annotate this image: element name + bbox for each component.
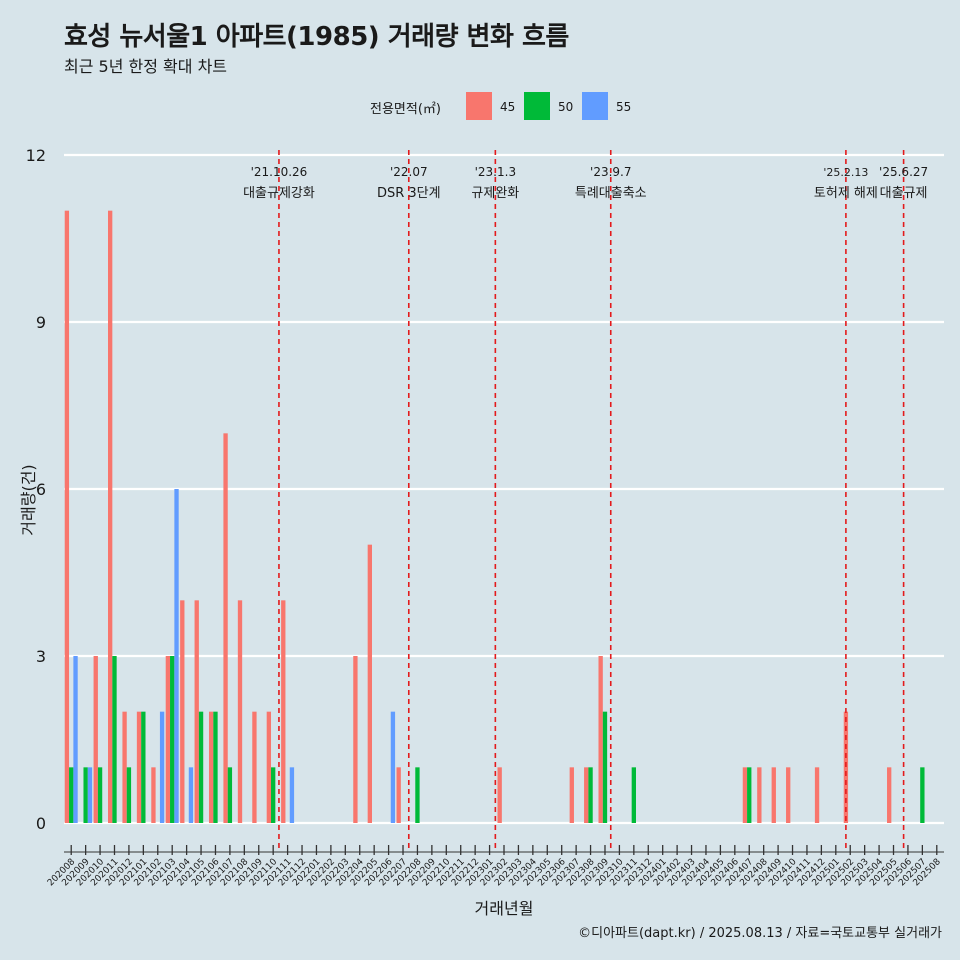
bar-50-202103	[170, 656, 175, 823]
bar-55-202104	[188, 767, 194, 823]
y-tick-label: 12	[26, 146, 46, 165]
event-name-label: 대출규제강화	[243, 186, 315, 201]
source-caption: ©디아파트(dapt.kr) / 2025.08.13 / 자료=국토교통부 실…	[578, 926, 942, 941]
bar-45-202412	[814, 767, 820, 823]
event-name-label: 대출규제	[880, 186, 928, 201]
bar-45-202409	[771, 767, 776, 823]
bar-45-202108	[237, 600, 243, 823]
bar-45-202204	[353, 656, 358, 823]
event-date-label: '23.1.3	[475, 165, 516, 179]
chart-title: 효성 뉴서울1 아파트(1985) 거래량 변화 흐름	[64, 22, 569, 52]
bar-45-202102	[151, 767, 156, 823]
y-axis-title: 거래량(건)	[19, 464, 38, 535]
bar-50-202308	[588, 767, 593, 823]
y-tick-label: 3	[36, 647, 46, 666]
bar-45-202105	[194, 600, 199, 823]
bar-50-202407	[747, 767, 752, 823]
bar-55-202103	[174, 489, 179, 823]
bar-45-202410	[786, 767, 791, 823]
event-date-label: '25.2.13	[823, 166, 868, 179]
bar-45-202407	[742, 767, 748, 823]
bar-55-202111	[289, 767, 295, 823]
bar-45-202011	[108, 210, 113, 823]
bar-45-202302	[497, 767, 502, 823]
chart-subtitle: 최근 5년 한정 확대 차트	[64, 57, 228, 76]
bar-55-202102	[159, 711, 165, 823]
legend-label-45: 45	[500, 100, 516, 114]
bar-45-202505	[887, 767, 892, 823]
bar-45-202107	[223, 433, 228, 823]
bar-50-202011	[112, 656, 117, 823]
bar-45-202205	[367, 544, 372, 823]
bar-50-202208	[415, 767, 420, 823]
legend-label-55: 55	[616, 100, 632, 114]
bar-55-202206	[390, 711, 396, 823]
event-date-label: '22.07	[390, 165, 428, 179]
bar-55-202008	[73, 656, 78, 823]
event-name-label: 토허제 해제	[814, 186, 878, 201]
bar-45-202012	[122, 711, 127, 823]
bar-50-202009	[83, 767, 88, 823]
bar-45-202408	[757, 767, 762, 823]
event-name-label: DSR 3단계	[377, 186, 441, 201]
event-name-label: 규제완화	[471, 186, 519, 201]
event-date-label: '21.10.26	[251, 165, 308, 179]
y-tick-label: 0	[36, 814, 46, 833]
event-date-label: '23.9.7	[590, 165, 631, 179]
legend-swatch-55	[582, 92, 608, 120]
bar-45-202008	[64, 210, 70, 823]
legend: 전용면적(㎡) 45 50 55	[0, 92, 960, 120]
bar-50-202008	[69, 767, 74, 823]
bar-45-202106	[208, 711, 214, 823]
bar-45-202307	[569, 767, 574, 823]
bar-50-202105	[198, 711, 204, 823]
legend-swatch-50	[524, 92, 550, 120]
bar-50-202107	[227, 767, 233, 823]
bar-50-202106	[213, 711, 218, 823]
legend-title: 전용면적(㎡)	[370, 102, 441, 117]
bar-45-202111	[281, 600, 286, 823]
event-date-label: '25.6.27	[879, 165, 928, 179]
bar-50-202507	[920, 767, 925, 823]
y-tick-label: 6	[36, 480, 46, 499]
bar-45-202309	[598, 656, 603, 823]
y-tick-label: 9	[36, 313, 46, 332]
legend-swatch-45	[466, 92, 492, 120]
bar-50-202101	[141, 711, 146, 823]
bar-45-202110	[266, 711, 272, 823]
bar-50-202110	[271, 767, 276, 823]
x-axis-title: 거래년월	[475, 899, 534, 918]
event-name-label: 특례대출축소	[575, 186, 647, 201]
bar-45-202010	[93, 656, 98, 823]
bar-50-202309	[602, 711, 608, 823]
legend-label-50: 50	[558, 100, 574, 114]
bar-45-202104	[180, 600, 185, 823]
bar-45-202207	[396, 767, 401, 823]
bar-55-202009	[87, 767, 93, 823]
bar-45-202109	[252, 711, 257, 823]
bar-50-202012	[126, 767, 132, 823]
bar-50-202311	[631, 767, 636, 823]
bar-45-202308	[584, 767, 589, 823]
bar-45-202101	[136, 711, 142, 823]
bar-45-202103	[165, 656, 171, 823]
bar-50-202010	[97, 767, 103, 823]
bar-45-202502	[843, 711, 849, 823]
